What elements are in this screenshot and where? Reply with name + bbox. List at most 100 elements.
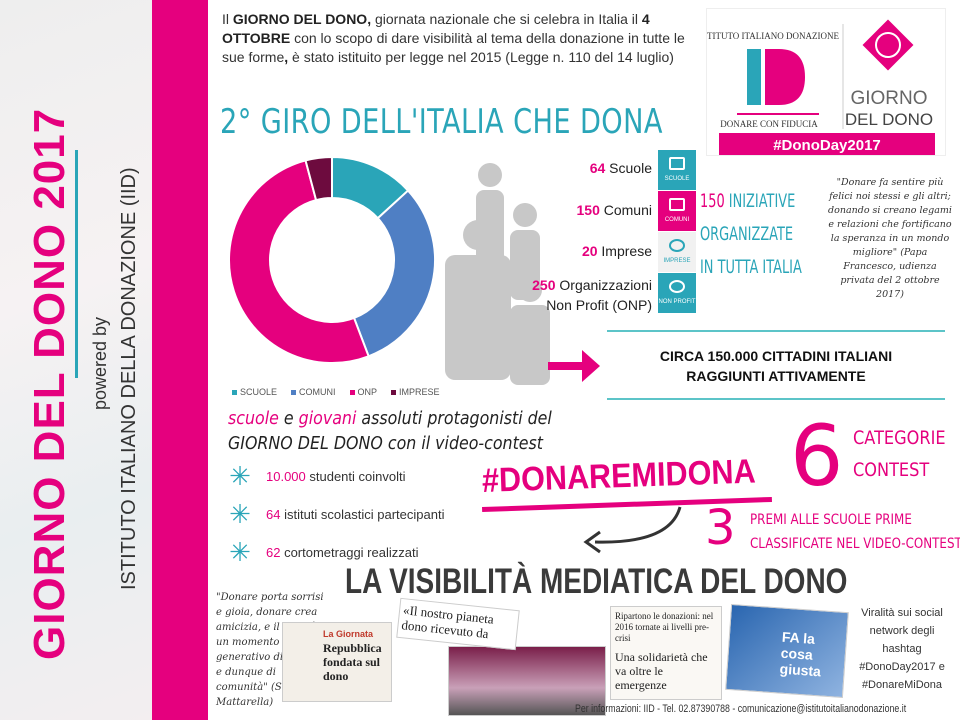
donut-chart: [228, 155, 436, 364]
t: istituti scolastici partecipanti: [280, 506, 445, 522]
institute-name: ISTITUTO ITALIANO DELLA DONAZIONE (IID): [118, 167, 140, 590]
legend-item: IMPRESE: [391, 387, 440, 397]
l: Organizzazioni Non Profit (ONP): [546, 277, 652, 313]
t: studenti coinvolti: [305, 468, 406, 484]
l: Imprese: [597, 243, 652, 259]
tv-still: [448, 646, 606, 716]
stat-scuole: 64 Scuole: [590, 160, 652, 176]
logo-graphic: ISTITUTO ITALIANO DONAZIONE DONARE CON F…: [699, 19, 935, 155]
legend-swatch: [291, 390, 297, 396]
bullet-item: ✳ 64 istituti scolastici partecipanti: [228, 499, 445, 529]
t: GIORNO DEL DONO: [228, 433, 383, 454]
vertical-title: GIORNO DEL DONO 2017: [25, 107, 74, 660]
logo-arc: ISTITUTO ITALIANO DONAZIONE: [707, 31, 840, 41]
hashtag-donaremidona: #DONAREMIDONA: [481, 452, 757, 500]
logo: ISTITUTO ITALIANO DONAZIONE DONARE CON F…: [699, 8, 946, 156]
n: 62: [266, 544, 281, 560]
tile-label: IMPRESE: [663, 258, 691, 264]
n: 64: [266, 506, 281, 522]
n: 150: [576, 202, 600, 218]
tile-comuni: COMUNI: [658, 191, 696, 231]
legend-swatch: [232, 390, 237, 396]
stat-comuni: 150 Comuni: [577, 202, 653, 218]
contact-info: Per informazioni: IID - Tel. 02.87390788…: [575, 703, 907, 715]
n: 20: [581, 243, 598, 259]
press-clip-repubblica: La Giornata Repubblica fondata sul dono: [282, 622, 392, 702]
l: Comuni: [599, 202, 652, 218]
legend-item: COMUNI: [291, 387, 336, 397]
bullet-item: ✳ 10.000 studenti coinvolti: [228, 461, 406, 491]
divider: [607, 398, 945, 400]
giro-title: 2° GIRO DELL'ITALIA CHE DONA: [220, 102, 663, 142]
asterisk-icon: ✳: [229, 499, 251, 529]
chart-legend: SCUOLE COMUNI ONP IMPRESE: [232, 387, 440, 397]
t: Ripartono le donazioni: nel 2016 tornate…: [615, 611, 714, 643]
intro-text: Il GIORNO DEL DONO, giornata nazionale c…: [222, 10, 692, 67]
t: GIORNO DEL DONO,: [232, 11, 372, 27]
t: è stato istituito per legge nel 2015 (Le…: [288, 49, 674, 65]
citizens-reached: CIRCA 150.000 CITTADINI ITALIANI RAGGIUNT…: [607, 346, 945, 386]
tile-imprese: IMPRESE: [658, 232, 696, 272]
legend-item: ONP: [349, 387, 377, 397]
t: ,: [284, 49, 289, 65]
tile-label: SCUOLE: [664, 176, 690, 182]
t: con lo scopo di dare visibilità al tema …: [222, 30, 685, 65]
mattarella-quote: "Donare porta sorrisi e gioia, donare cr…: [216, 592, 324, 708]
prizes-count: 3: [705, 500, 736, 556]
tile-nonprofit: NON PROFIT: [658, 273, 696, 313]
logo-hashtag: #DonoDay2017: [773, 137, 881, 154]
l: RAGGIUNTI ATTIVAMENTE: [686, 368, 866, 384]
legend-swatch: [391, 390, 397, 396]
papa-quote: "Donare fa sentire più felici noi stessi…: [828, 177, 952, 300]
l: CIRCA 150.000 CITTADINI ITALIANI: [659, 348, 893, 364]
heart-icon: [669, 280, 685, 293]
t: Il: [222, 11, 233, 27]
side-panel: GIORNO DEL DONO 2017 powered by ISTITUTO…: [0, 0, 152, 720]
t: La Giornata: [323, 629, 374, 639]
building-icon: [669, 198, 685, 211]
tile-label: COMUNI: [664, 217, 690, 223]
press-clip-solidarieta: Ripartono le donazioni: nel 2016 tornate…: [610, 606, 722, 700]
stat-imprese: 20 Imprese: [582, 243, 652, 259]
tv-still-fa-la-cosa-giusta: FA la cosa giusta: [725, 603, 849, 699]
tile-label: NON PROFIT: [658, 299, 696, 305]
tile-scuole: SCUOLE: [658, 150, 696, 190]
press-clip-pianeta: «Il nostro pianeta dono ricevuto da con.…: [396, 597, 520, 651]
media-title: LA VISIBILITÀ MEDIATICA DEL DONO: [345, 562, 848, 601]
categories-count: 6: [790, 407, 844, 505]
book-icon: [669, 157, 685, 170]
initiatives: 150 INIZIATIVE ORGANIZZATE IN TUTTA ITALIA: [700, 185, 802, 284]
asterisk-icon: ✳: [229, 461, 251, 491]
l: Scuole: [605, 160, 652, 176]
t: e: [278, 408, 299, 429]
divider: [607, 330, 945, 332]
t: Una solidarietà che va oltre le emergenz…: [615, 650, 708, 692]
l: INIZIATIVE: [724, 190, 796, 212]
t: 4 OTTOBRE: [222, 11, 650, 46]
l: CLASSIFICATE NEL VIDEO-CONTEST: [750, 536, 960, 552]
n: 250: [532, 277, 556, 293]
stats-list: 64 Scuole 150 Comuni 20 Imprese 250 Orga…: [500, 158, 652, 318]
prizes-label: PREMI ALLE SCUOLE PRIME CLASSIFICATE NEL …: [750, 508, 960, 556]
pink-bar: [152, 0, 208, 720]
l: IN TUTTA ITALIA: [700, 256, 802, 278]
arrow-right-icon: [548, 350, 600, 382]
l: CATEGORIE: [853, 427, 946, 449]
stat-onp: 250 Organizzazioni Non Profit (ONP): [512, 275, 652, 315]
powered-by: powered by: [90, 316, 110, 410]
t: giornata nazionale che si celebra in Ita…: [371, 11, 642, 27]
donut-slice-onp: [228, 159, 370, 364]
t: Repubblica fondata sul dono: [323, 641, 382, 683]
donut-slice-imprese: [304, 155, 333, 202]
logo-giorno: GIORNO: [850, 88, 927, 109]
n: 10.000: [266, 468, 306, 484]
l: PREMI ALLE SCUOLE PRIME: [750, 512, 912, 528]
bullet-item: ✳ 62 cortometraggi realizzati: [228, 539, 418, 565]
categories-label: CATEGORIE CONTEST: [853, 422, 946, 486]
t: scuole: [228, 408, 279, 429]
social-virality: Viralità sui social network degli hashta…: [859, 607, 945, 691]
logo-tagline: DONARE CON FIDUCIA: [720, 119, 818, 129]
t: con il video-contest: [382, 433, 544, 454]
logo-deldono: DEL DONO: [845, 110, 933, 129]
protagonists-text: scuole e giovani assoluti protagonisti d…: [228, 406, 552, 456]
